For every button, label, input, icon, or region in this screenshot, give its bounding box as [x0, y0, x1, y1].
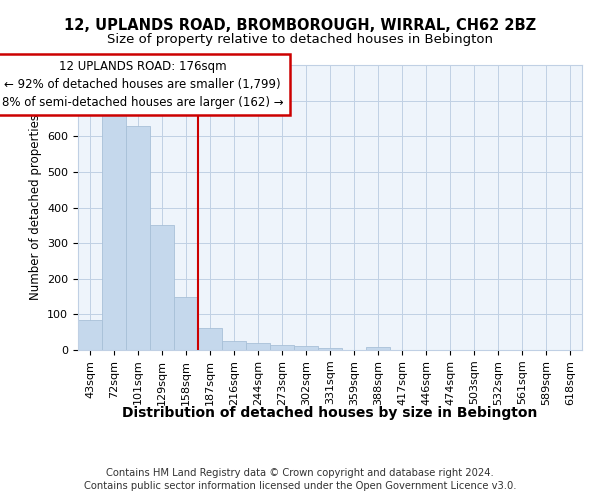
Bar — [102, 115, 126, 350]
Bar — [126, 126, 150, 350]
Bar — [366, 347, 390, 350]
Text: 12, UPLANDS ROAD, BROMBOROUGH, WIRRAL, CH62 2BZ: 12, UPLANDS ROAD, BROMBOROUGH, WIRRAL, C… — [64, 18, 536, 32]
Bar — [270, 345, 294, 350]
Text: Contains public sector information licensed under the Open Government Licence v3: Contains public sector information licen… — [84, 481, 516, 491]
Text: Size of property relative to detached houses in Bebington: Size of property relative to detached ho… — [107, 32, 493, 46]
Bar — [246, 343, 270, 350]
Bar — [174, 298, 198, 350]
Y-axis label: Number of detached properties: Number of detached properties — [29, 114, 41, 300]
Bar — [78, 320, 102, 350]
Bar — [294, 346, 318, 350]
Text: Contains HM Land Registry data © Crown copyright and database right 2024.: Contains HM Land Registry data © Crown c… — [106, 468, 494, 477]
Bar — [198, 328, 222, 350]
Text: Distribution of detached houses by size in Bebington: Distribution of detached houses by size … — [122, 406, 538, 419]
Bar — [318, 348, 342, 350]
Bar — [150, 226, 174, 350]
Bar — [222, 342, 246, 350]
Text: 12 UPLANDS ROAD: 176sqm
← 92% of detached houses are smaller (1,799)
8% of semi-: 12 UPLANDS ROAD: 176sqm ← 92% of detache… — [2, 60, 284, 109]
